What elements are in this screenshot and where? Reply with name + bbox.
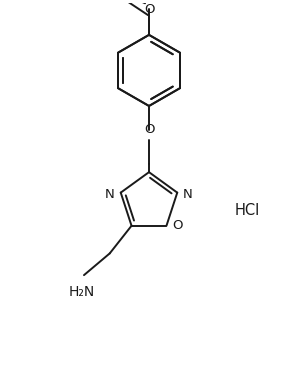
Text: N: N xyxy=(105,188,115,201)
Text: N: N xyxy=(183,188,193,201)
Text: H₂N: H₂N xyxy=(69,285,95,299)
Text: O: O xyxy=(145,3,155,16)
Text: O: O xyxy=(173,219,183,232)
Text: O: O xyxy=(145,123,155,136)
Text: HCl: HCl xyxy=(234,203,260,218)
